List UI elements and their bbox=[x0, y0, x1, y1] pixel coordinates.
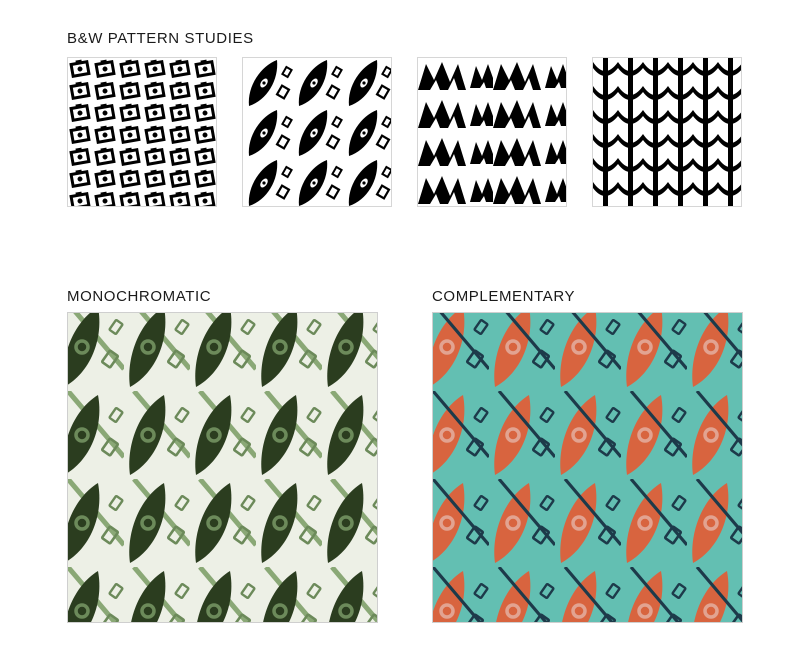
arc-pattern-tile bbox=[592, 57, 742, 207]
monochromatic-section-title: MONOCHROMATIC bbox=[67, 288, 212, 305]
complementary-pattern-graphic bbox=[433, 313, 742, 622]
complementary-pattern-tile bbox=[432, 312, 743, 623]
monochromatic-pattern-tile bbox=[67, 312, 378, 623]
leaf-oar-pattern-tile bbox=[242, 57, 392, 207]
bw-section-title: B&W PATTERN STUDIES bbox=[67, 30, 254, 47]
complementary-section-title: COMPLEMENTARY bbox=[432, 288, 576, 305]
zigzag-pattern-graphic bbox=[418, 58, 566, 206]
arc-pattern-graphic bbox=[593, 58, 741, 206]
camera-pattern-tile bbox=[67, 57, 217, 207]
leaf-oar-pattern-graphic bbox=[243, 58, 391, 206]
monochromatic-pattern-graphic bbox=[68, 313, 377, 622]
camera-pattern-graphic bbox=[68, 58, 216, 206]
zigzag-pattern-tile bbox=[417, 57, 567, 207]
